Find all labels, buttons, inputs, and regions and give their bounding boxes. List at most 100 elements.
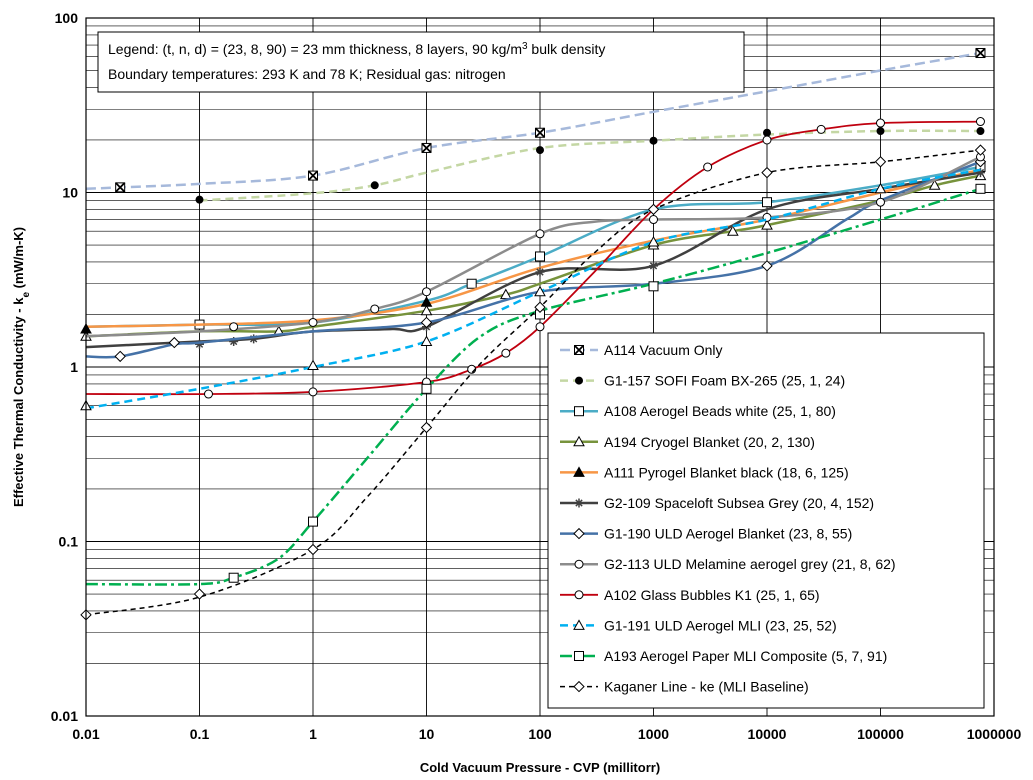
y-axis-title-unit: (mW/m-K) bbox=[11, 227, 26, 292]
legend-label: G1-190 ULD Aerogel Blanket (23, 8, 55) bbox=[604, 526, 852, 542]
annotation-line-1: Legend: (t, n, d) = (23, 8, 90) = 23 mm … bbox=[108, 41, 605, 58]
data-point bbox=[370, 181, 379, 190]
data-point bbox=[535, 267, 545, 277]
y-axis-title: Effective Thermal Conductivity - ke (mW/… bbox=[11, 227, 32, 507]
x-tick-label: 0.1 bbox=[190, 726, 210, 742]
y-tick-label: 0.01 bbox=[51, 708, 78, 724]
data-point bbox=[229, 322, 239, 332]
y-tick-label: 100 bbox=[55, 10, 79, 26]
data-point bbox=[115, 182, 126, 193]
data-point bbox=[762, 135, 772, 145]
data-point bbox=[228, 572, 239, 583]
series-3 bbox=[80, 169, 987, 341]
legend-label: Kaganer Line - ke (MLI Baseline) bbox=[604, 679, 809, 695]
y-axis-title-sub: e bbox=[21, 292, 32, 298]
legend-entry: A108 Aerogel Beads white (25, 1, 80) bbox=[560, 403, 836, 419]
x-tick-label: 1 bbox=[309, 726, 317, 742]
data-point bbox=[573, 680, 585, 693]
data-point bbox=[761, 260, 773, 272]
x-tick-label: 1000 bbox=[638, 726, 669, 742]
data-point bbox=[647, 236, 660, 247]
data-point bbox=[573, 619, 585, 630]
data-point bbox=[534, 127, 546, 138]
annotation-line-1-post: bulk density bbox=[528, 41, 606, 57]
data-point bbox=[420, 296, 433, 307]
data-point bbox=[874, 182, 887, 194]
series-line bbox=[85, 120, 981, 396]
legend-box bbox=[547, 332, 985, 709]
data-point bbox=[974, 144, 987, 156]
data-point bbox=[648, 281, 659, 292]
data-point bbox=[703, 162, 713, 172]
data-point bbox=[307, 170, 319, 181]
data-point bbox=[574, 406, 584, 417]
x-tick-label: 100 bbox=[528, 726, 552, 742]
legend-entry: G1-157 SOFI Foam BX-265 (25, 1, 24) bbox=[560, 373, 845, 389]
series-11 bbox=[80, 144, 987, 621]
data-point bbox=[114, 350, 126, 363]
data-point bbox=[876, 118, 885, 128]
legend-entry: G2-109 Spaceloft Subsea Grey (20, 4, 152… bbox=[560, 495, 874, 511]
legend-label: A193 Aerogel Paper MLI Composite (5, 7, … bbox=[604, 648, 887, 664]
data-point bbox=[203, 389, 213, 399]
data-point bbox=[420, 421, 433, 434]
annotation-line-2: Boundary temperatures: 293 K and 78 K; R… bbox=[108, 66, 506, 82]
annotation-line-1-sup: 3 bbox=[522, 41, 528, 52]
data-point bbox=[876, 197, 885, 207]
data-point bbox=[649, 215, 658, 225]
data-point bbox=[575, 376, 583, 385]
legend-entry: G1-191 ULD Aerogel MLI (23, 25, 52) bbox=[560, 617, 837, 633]
legend-entry: Kaganer Line - ke (MLI Baseline) bbox=[560, 679, 809, 695]
data-point bbox=[976, 127, 985, 136]
data-point bbox=[573, 344, 585, 356]
legend-label: G1-191 ULD Aerogel MLI (23, 25, 52) bbox=[604, 617, 837, 633]
legend-label: A114 Vacuum Only bbox=[604, 342, 723, 358]
series-line bbox=[85, 149, 981, 616]
data-point bbox=[574, 590, 584, 600]
legend-entry: A102 Glass Bubbles K1 (25, 1, 65) bbox=[560, 587, 820, 603]
legend-entry: A193 Aerogel Paper MLI Composite (5, 7, … bbox=[560, 648, 887, 664]
x-tick-label: 1000000 bbox=[967, 726, 1022, 742]
data-point bbox=[762, 197, 772, 208]
series-0 bbox=[85, 47, 986, 193]
series-line bbox=[199, 129, 981, 202]
series-10 bbox=[85, 183, 986, 586]
data-point bbox=[420, 304, 433, 316]
x-tick-label: 10000 bbox=[748, 726, 787, 742]
annotation-line-1-text: Legend: (t, n, d) = (23, 8, 90) = 23 mm … bbox=[108, 41, 522, 57]
data-point bbox=[928, 179, 941, 190]
legend-label: G2-109 Spaceloft Subsea Grey (20, 4, 152… bbox=[604, 495, 874, 511]
data-point bbox=[420, 316, 433, 329]
data-point bbox=[466, 278, 477, 289]
y-tick-label: 10 bbox=[62, 185, 78, 201]
data-point bbox=[420, 335, 433, 347]
y-axis-title-main: Effective Thermal Conductivity - k bbox=[11, 297, 26, 507]
data-point bbox=[534, 285, 546, 297]
x-tick-label: 100000 bbox=[857, 726, 904, 742]
data-point bbox=[534, 301, 546, 313]
data-point bbox=[195, 339, 204, 349]
legend-label: A108 Aerogel Beads white (25, 1, 80) bbox=[604, 403, 836, 419]
data-point bbox=[501, 348, 511, 358]
legend: A114 Vacuum Only G1-157 SOFI Foam BX-265 … bbox=[547, 332, 985, 709]
data-point bbox=[573, 527, 585, 540]
data-point bbox=[499, 288, 512, 300]
data-point bbox=[535, 229, 545, 239]
x-tick-label: 10 bbox=[419, 726, 435, 742]
legend-label: A102 Glass Bubbles K1 (25, 1, 65) bbox=[604, 587, 820, 603]
data-point bbox=[726, 225, 739, 236]
data-point bbox=[876, 127, 885, 136]
series-layer bbox=[80, 47, 987, 621]
data-point bbox=[816, 124, 826, 134]
series-line bbox=[85, 51, 981, 191]
data-point bbox=[874, 156, 887, 168]
data-point bbox=[422, 287, 431, 297]
data-point bbox=[168, 336, 181, 349]
data-point bbox=[307, 359, 319, 370]
data-point bbox=[229, 337, 239, 347]
legend-label: A111 Pyrogel Blanket black (18, 6, 125) bbox=[604, 464, 849, 480]
legend-entry: A194 Cryogel Blanket (20, 2, 130) bbox=[560, 434, 815, 450]
data-point bbox=[535, 251, 545, 262]
data-point bbox=[370, 304, 380, 314]
